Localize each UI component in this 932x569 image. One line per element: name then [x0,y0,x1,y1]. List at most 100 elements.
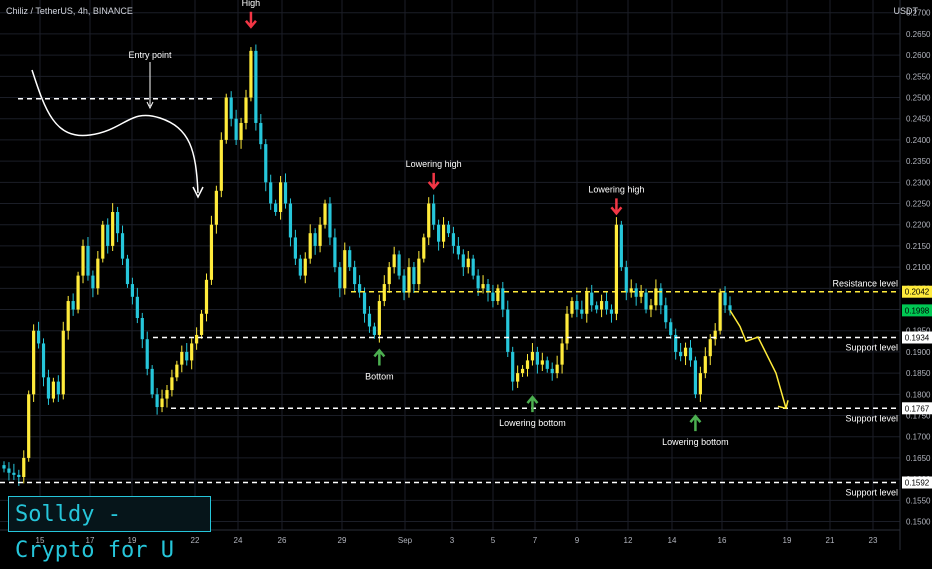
candle-body [313,233,317,246]
candle-body [535,351,539,365]
candle-body [7,468,11,473]
candle-body [427,203,431,238]
candle-body [76,275,80,310]
candle-body [328,203,332,238]
candle-body [125,258,130,285]
up-arrow-icon [689,414,702,432]
price-tag [902,402,932,415]
candle-body [496,288,500,302]
candle-body [298,258,302,276]
candle-body [135,296,139,318]
y-tick-label: 0.1850 [906,369,931,378]
candle-body [560,343,564,365]
candle-body [293,237,297,259]
candle-body [46,377,51,399]
x-tick-label: 19 [783,536,792,545]
level-label: Resistance level [832,279,898,289]
y-tick-label: 0.2300 [906,178,931,187]
down-arrow-icon [610,198,623,216]
y-tick-label: 0.1800 [906,390,931,399]
symbol-header[interactable]: Chiliz / TetherUS, 4h, BINANCE [6,6,133,16]
candle-body [491,292,495,302]
candle-body [195,334,199,344]
candle-body [234,118,238,140]
y-tick-label: 0.2450 [906,115,931,124]
candle-body [511,351,515,382]
candle-body [456,245,460,255]
y-tick-label: 0.2150 [906,242,931,251]
candle-body [432,203,436,225]
brand-watermark: Solldy - Crypto for U [8,496,211,563]
candle-body [264,144,268,183]
candle-body [728,305,732,311]
y-tick-label: 0.2250 [906,200,931,209]
candle-body [550,368,554,374]
candle-body [599,301,604,310]
x-tick-label: 14 [668,536,677,545]
up-arrow-icon [373,348,386,366]
down-arrow-icon [427,172,440,190]
candle-body [219,139,223,191]
candle-body [659,288,663,306]
price-tag [902,476,932,489]
candle-body [471,258,475,276]
level-label: Support level [845,413,898,423]
candle-body [338,267,342,289]
candle-body [224,97,228,140]
candle-body [343,250,347,289]
x-tick-label: 19 [128,536,137,545]
candle-body [604,301,609,310]
candle-body [703,356,707,374]
candle-body [150,368,154,395]
candle-body [501,288,505,310]
y-tick-label: 0.2400 [906,136,931,145]
candle-body [333,237,337,268]
y-tick-label: 0.2500 [906,94,931,103]
price-tag [902,285,932,298]
y-tick-label: 0.1550 [906,496,931,505]
projection-path [729,309,787,409]
annotation-label: Lowering bottom [499,418,566,428]
candle-body [27,394,31,458]
price-tag-value: 0.1767 [905,404,930,413]
candle-body [160,398,164,408]
y-tick-label: 0.1750 [906,412,931,421]
candle-body [12,472,16,475]
y-tick-label: 0.1950 [906,327,931,336]
candle-body [199,313,204,335]
candle-body [101,224,105,259]
candle-body [190,343,194,361]
y-tick-label: 0.2200 [906,221,931,230]
candle-body [51,381,55,399]
y-tick-label: 0.1500 [906,518,931,527]
candle-body [555,364,559,374]
price-chart[interactable]: 0.2700 0.2650 0.2600 0.2550 0.2500 0.2450 0.24… [0,0,932,550]
candle-body [180,351,184,365]
candle-body [269,182,273,204]
candle-body [377,301,381,335]
candle-body [372,326,377,335]
candle-body [308,233,312,259]
candle-body [580,309,584,314]
candle-body [392,254,396,268]
candle-body [170,377,174,391]
candle-body [175,364,179,378]
candle-body [693,360,698,395]
candle-body [140,318,144,340]
x-tick-label: 17 [86,536,95,545]
y-tick-label: 0.2550 [906,72,931,81]
candle-body [451,233,456,246]
candle-body [619,224,623,268]
candle-body [86,245,90,276]
candle-body [683,347,688,357]
price-tag [902,304,932,317]
candle-body [644,292,648,310]
candle-body [516,373,520,382]
candle-body [111,212,115,246]
candle-body [476,275,480,289]
x-tick-label: Sep [398,536,413,545]
level-label: Support level [845,343,898,353]
candle-body [486,284,490,293]
currency-label: USDT [893,6,919,16]
